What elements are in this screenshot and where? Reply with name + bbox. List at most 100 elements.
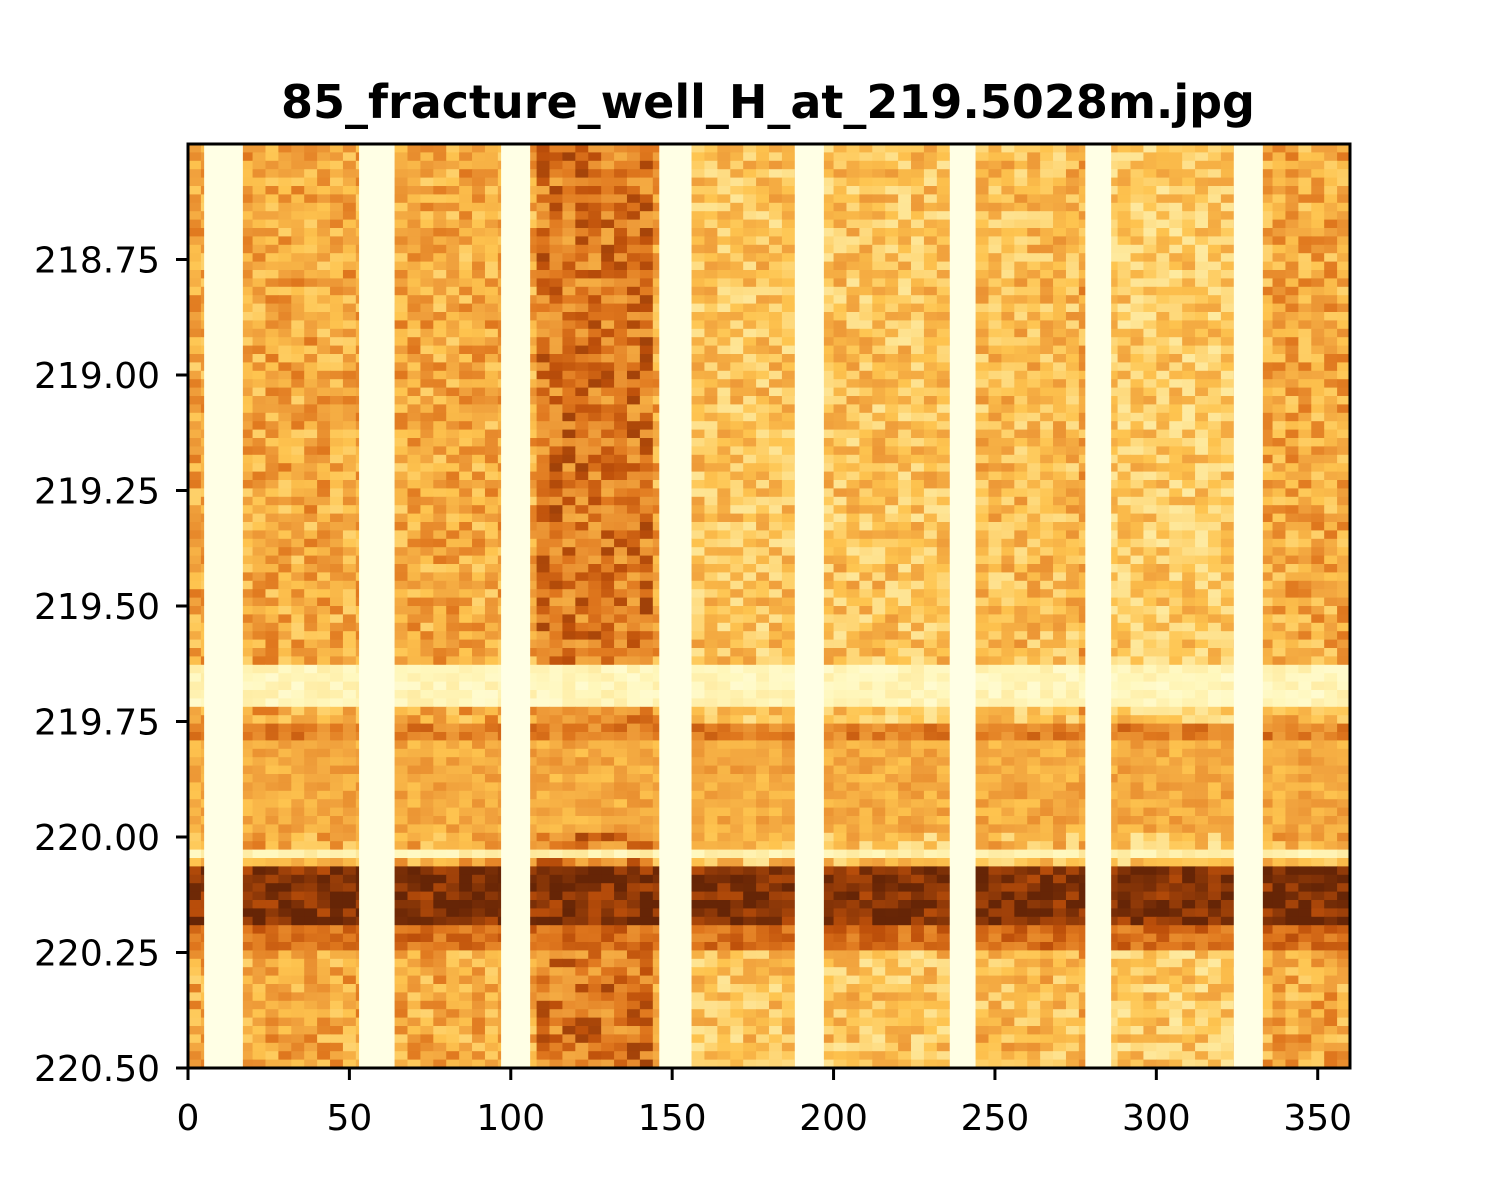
- heatmap-cell: [936, 228, 951, 237]
- heatmap-cell: [1207, 421, 1222, 431]
- heatmap-cell: [1014, 438, 1028, 447]
- heatmap-cell: [549, 404, 564, 414]
- heatmap-cell: [239, 438, 254, 447]
- heatmap-cell: [291, 354, 305, 363]
- heatmap-cell: [407, 488, 421, 498]
- heatmap-cell: [1259, 244, 1274, 254]
- heatmap-cell: [278, 446, 292, 456]
- heatmap-cell: [898, 295, 912, 305]
- heatmap-cell: [859, 488, 873, 498]
- heatmap-cell: [846, 404, 860, 414]
- heatmap-cell: [885, 177, 899, 187]
- heatmap-cell: [639, 328, 654, 338]
- heatmap-cell: [278, 429, 292, 439]
- heatmap-cell: [484, 244, 499, 254]
- heatmap-cell: [1337, 530, 1351, 540]
- heatmap-cell: [1259, 471, 1274, 481]
- heatmap-cell: [549, 597, 564, 607]
- heatmap-cell: [330, 547, 344, 557]
- heatmap-cell: [626, 572, 641, 582]
- heatmap-cell: [923, 345, 938, 355]
- heatmap-cell: [911, 404, 925, 414]
- heatmap-cell: [691, 337, 706, 347]
- heatmap-cell: [1337, 177, 1351, 187]
- heatmap-cell: [691, 270, 706, 279]
- heatmap-cell: [781, 186, 796, 195]
- heatmap-cell: [433, 580, 447, 590]
- heatmap-cell: [484, 547, 499, 557]
- heatmap-cell: [614, 152, 628, 162]
- heatmap-cell: [769, 589, 783, 599]
- heatmap-cell: [1272, 261, 1287, 271]
- heatmap-cell: [1027, 421, 1041, 431]
- heatmap-cell: [1117, 286, 1132, 296]
- heatmap-cell: [394, 337, 409, 347]
- heatmap-cell: [911, 278, 925, 288]
- heatmap-cell: [459, 412, 473, 422]
- heatmap-cell: [1130, 505, 1145, 515]
- heatmap-cell: [588, 438, 602, 447]
- heatmap-cell: [278, 505, 292, 515]
- heatmap-cell: [484, 505, 499, 515]
- heatmap-cell: [601, 438, 615, 447]
- heatmap-cell: [1324, 530, 1338, 540]
- heatmap-cell: [342, 597, 357, 607]
- heatmap-cell: [420, 228, 434, 237]
- heatmap-cell: [291, 379, 305, 389]
- heatmap-cell: [1220, 320, 1235, 330]
- heatmap-cell: [898, 522, 912, 531]
- heatmap-cell: [885, 496, 899, 506]
- heatmap-cell: [1220, 387, 1235, 397]
- heatmap-cell: [523, 404, 538, 414]
- heatmap-cell: [1065, 211, 1080, 221]
- heatmap-cell: [549, 538, 564, 548]
- heatmap-cell: [1311, 513, 1325, 523]
- heatmap-cell: [781, 454, 796, 464]
- heatmap-cell: [936, 160, 951, 170]
- heatmap-cell: [769, 471, 783, 481]
- heatmap-cell: [1130, 555, 1145, 565]
- heatmap-cell: [1040, 270, 1054, 279]
- heatmap-cell: [407, 211, 421, 221]
- heatmap-cell: [330, 412, 344, 422]
- heatmap-cell: [472, 572, 486, 582]
- heatmap-cell: [1104, 496, 1119, 506]
- heatmap-cell: [1298, 228, 1312, 237]
- heatmap-cell: [1065, 429, 1080, 439]
- heatmap-cell: [1156, 538, 1170, 548]
- heatmap-cell: [898, 278, 912, 288]
- heatmap-cell: [1053, 160, 1067, 170]
- heatmap-cell: [626, 202, 641, 212]
- heatmap-cell: [1156, 278, 1170, 288]
- heatmap-cell: [575, 555, 589, 565]
- heatmap-cell: [820, 337, 835, 347]
- heatmap-cell: [1324, 454, 1338, 464]
- heatmap-cell: [781, 438, 796, 447]
- heatmap-cell: [265, 555, 279, 565]
- heatmap-cell: [342, 580, 357, 590]
- heatmap-cell: [588, 538, 602, 548]
- heatmap-cell: [975, 404, 990, 414]
- heatmap-cell: [1117, 597, 1132, 607]
- heatmap-cell: [781, 228, 796, 237]
- heatmap-cell: [846, 278, 860, 288]
- heatmap-cell: [717, 152, 731, 162]
- heatmap-cell: [859, 337, 873, 347]
- heatmap-cell: [1053, 354, 1067, 363]
- heatmap-cell: [562, 228, 576, 237]
- heatmap-cell: [523, 606, 538, 615]
- heatmap-cell: [781, 177, 796, 187]
- heatmap-cell: [472, 202, 486, 212]
- heatmap-cell: [1027, 429, 1041, 439]
- heatmap-cell: [1130, 446, 1145, 456]
- heatmap-cell: [1104, 144, 1119, 153]
- heatmap-cell: [433, 354, 447, 363]
- heatmap-cell: [239, 295, 254, 305]
- heatmap-cell: [820, 387, 835, 397]
- heatmap-cell: [459, 547, 473, 557]
- heatmap-cell: [523, 454, 538, 464]
- heatmap-cell: [1207, 530, 1222, 540]
- heatmap-cell: [278, 404, 292, 414]
- heatmap-cell: [239, 354, 254, 363]
- heatmap-cell: [1014, 202, 1028, 212]
